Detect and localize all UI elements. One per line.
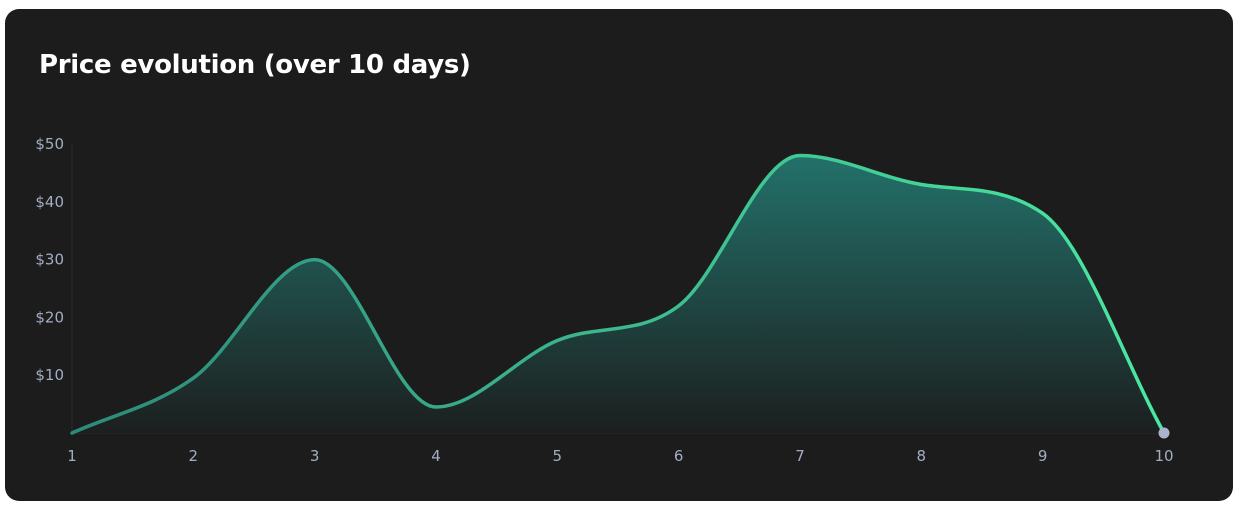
y-tick-label: $30 xyxy=(35,251,64,269)
x-tick-label: 5 xyxy=(553,447,563,465)
x-tick-label: 9 xyxy=(1038,447,1048,465)
end-point-marker xyxy=(1158,427,1170,439)
data-point xyxy=(797,153,803,159)
data-point xyxy=(554,338,560,344)
y-tick-label: $10 xyxy=(35,366,64,384)
data-point xyxy=(1040,210,1046,216)
data-point xyxy=(676,303,682,309)
y-tick-label: $50 xyxy=(35,135,64,153)
data-point xyxy=(312,257,318,263)
data-point xyxy=(918,181,924,187)
price-area-chart: $10 $20 $30 $40 $50 1 2 3 4 5 6 7 8 9 10 xyxy=(35,135,1173,465)
series-line xyxy=(70,153,1166,435)
x-tick-label: 1 xyxy=(67,447,77,465)
data-point xyxy=(69,430,75,436)
y-tick-label: $40 xyxy=(35,193,64,211)
data-point xyxy=(433,404,439,410)
x-tick-label: 4 xyxy=(431,447,441,465)
x-tick-label: 3 xyxy=(310,447,320,465)
chart-card: Price evolution (over 10 days) $10 $20 $30… xyxy=(5,9,1233,501)
x-tick-label: 10 xyxy=(1154,447,1173,465)
x-tick-label: 7 xyxy=(795,447,805,465)
series-area-fill xyxy=(72,155,1164,433)
x-tick-label: 6 xyxy=(674,447,684,465)
data-point xyxy=(190,375,196,381)
x-tick-label: 8 xyxy=(917,447,927,465)
chart-title: Price evolution (over 10 days) xyxy=(39,50,471,80)
x-tick-label: 2 xyxy=(189,447,199,465)
y-tick-label: $20 xyxy=(35,308,64,326)
